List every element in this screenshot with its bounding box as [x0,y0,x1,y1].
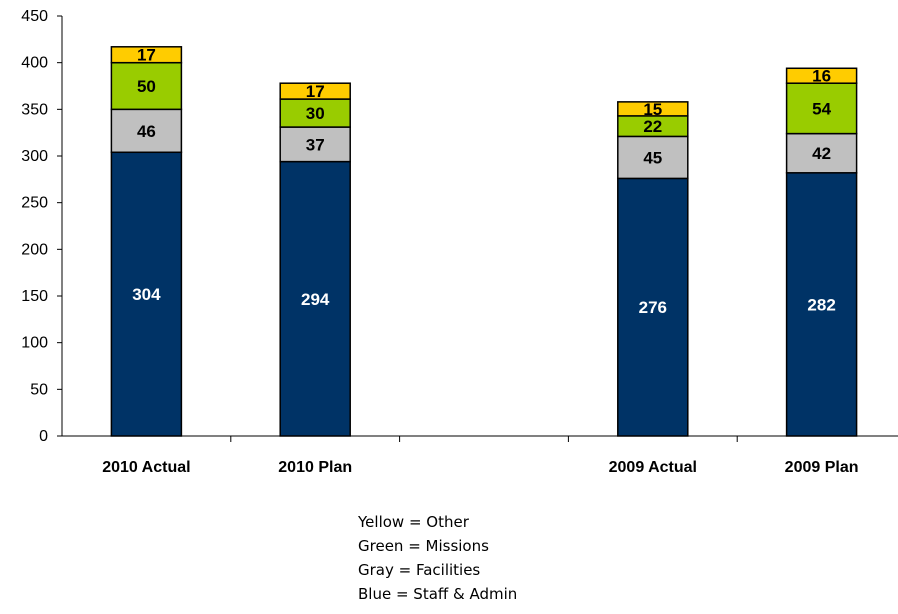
legend-line-staff-admin: Blue = Staff & Admin [358,585,518,603]
y-tick-label: 100 [21,335,48,352]
data-label-green: 22 [643,117,662,136]
bar-segment-blue [110,151,183,437]
data-label-green: 50 [137,77,156,96]
bar-segment-blue [617,177,689,437]
data-label-gray: 37 [306,135,325,154]
data-label-yellow: 16 [812,67,831,86]
stacked-bar-chart: 0 50 100 150 200 250 300 350 400 450 304 46 50 17 2010… [21,8,898,476]
y-tick-label: 200 [21,241,48,258]
y-tick-label: 0 [39,428,48,445]
data-label-blue: 276 [639,298,667,317]
bar-segment-blue [785,172,858,437]
data-label-blue: 304 [132,285,161,304]
legend-line-missions: Green = Missions [358,537,489,555]
bar-segment-yellow [617,101,689,117]
x-category-label: 2009 Plan [785,459,859,476]
bar-segment-yellow [110,46,183,64]
bar-segment-yellow [279,82,351,100]
bar-segment-gray [279,126,351,163]
y-tick-label: 50 [30,381,48,398]
legend-line-facilities: Gray = Facilities [358,561,481,579]
bar-segment-blue [279,160,351,437]
bar-segment-yellow [785,67,858,84]
data-label-green: 30 [306,104,325,123]
data-label-yellow: 17 [137,46,156,65]
y-tick-label: 400 [21,55,48,72]
x-category-label: 2010 Actual [102,459,190,476]
data-label-gray: 46 [137,122,156,141]
legend-line-other: Yellow = Other [358,513,469,531]
data-label-blue: 282 [807,295,835,314]
data-label-blue: 294 [301,290,330,309]
bar-segment-green [110,61,183,111]
y-tick-label: 450 [21,8,48,25]
y-tick-label: 300 [21,148,48,165]
bar-segment-gray [785,132,858,174]
y-tick-label: 150 [21,288,48,305]
data-label-yellow: 17 [306,82,325,101]
data-label-gray: 42 [812,144,831,163]
legend: Yellow = Other Green = Missions Gray = F… [358,510,517,606]
y-tick-label: 350 [21,101,48,118]
data-label-gray: 45 [643,148,662,167]
bar-segment-green [785,82,858,135]
x-category-label: 2009 Actual [609,459,697,476]
data-label-yellow: 15 [643,100,662,119]
x-category-label: 2010 Plan [278,459,352,476]
data-label-green: 54 [812,99,831,118]
y-tick-label: 250 [21,195,48,212]
